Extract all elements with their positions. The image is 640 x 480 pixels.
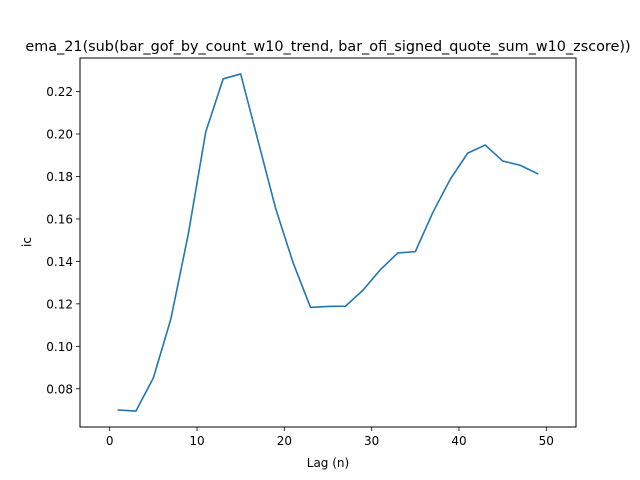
x-tick-label: 20 (277, 434, 292, 448)
chart-title: ema_21(sub(bar_gof_by_count_w10_trend, b… (25, 39, 630, 55)
x-axis-label: Lag (n) (307, 456, 349, 470)
y-axis: 0.08 0.10 0.12 0.14 0.16 0.18 0.20 0.22 (46, 85, 80, 396)
series-line-0 (117, 73, 539, 412)
y-tick-label: 0.10 (46, 340, 73, 354)
y-tick-label: 0.20 (46, 128, 73, 142)
y-tick-label: 0.08 (46, 382, 73, 396)
x-tick-label: 0 (106, 434, 114, 448)
plot-area (117, 73, 539, 412)
y-tick-label: 0.12 (46, 297, 73, 311)
y-tick-label: 0.22 (46, 85, 73, 99)
x-tick-label: 40 (451, 434, 466, 448)
y-tick-label: 0.14 (46, 255, 73, 269)
x-tick-label: 10 (189, 434, 204, 448)
y-tick-label: 0.18 (46, 170, 73, 184)
y-axis-label: ic (20, 237, 34, 247)
series-layer (117, 73, 539, 412)
y-tick-label: 0.16 (46, 212, 73, 226)
x-axis: 0 10 20 30 40 50 (106, 427, 554, 448)
plot-frame (79, 57, 577, 428)
x-tick-label: 30 (364, 434, 379, 448)
x-tick-label: 50 (539, 434, 554, 448)
